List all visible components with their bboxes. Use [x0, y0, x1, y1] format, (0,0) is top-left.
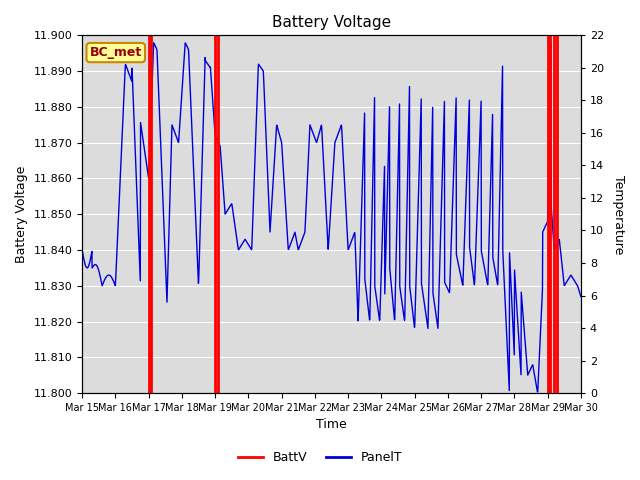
Legend: BattV, PanelT: BattV, PanelT	[232, 446, 408, 469]
Y-axis label: Temperature: Temperature	[612, 175, 625, 254]
X-axis label: Time: Time	[316, 419, 347, 432]
Y-axis label: Battery Voltage: Battery Voltage	[15, 166, 28, 263]
Text: BC_met: BC_met	[90, 46, 142, 59]
Title: Battery Voltage: Battery Voltage	[272, 15, 391, 30]
